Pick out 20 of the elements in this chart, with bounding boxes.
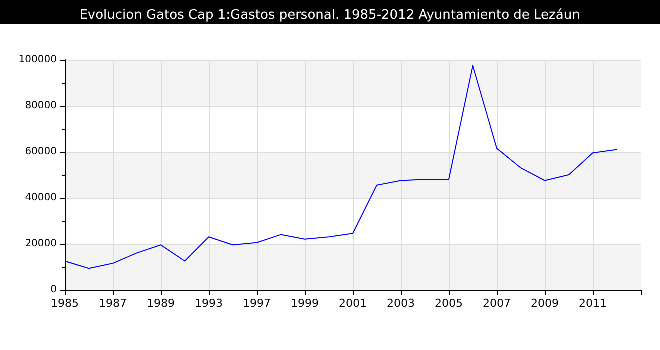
y-tick-label: 60000 [25, 146, 57, 158]
y-tick-label: 20000 [25, 238, 57, 250]
x-tick-label: 2009 [531, 297, 559, 310]
x-tick-label: 1999 [291, 297, 319, 310]
line-series [64, 65, 618, 270]
y-tick-label: 40000 [25, 192, 57, 204]
x-tick-label: 2007 [483, 297, 511, 310]
chart-title: Evolucion Gatos Cap 1:Gastos personal. 1985-2012 Ayuntamiento de Lezáun [80, 8, 580, 23]
x-tick-label: 2005 [435, 297, 463, 310]
x-tick-label: 1985 [51, 297, 79, 310]
x-tick-label: 1987 [99, 297, 127, 310]
x-tick-label: 1993 [195, 297, 223, 310]
y-tick-label: 0 [50, 284, 57, 296]
y-tick-label: 100000 [18, 54, 57, 66]
x-tick-label: 2011 [579, 297, 607, 310]
x-tick-label: 2001 [339, 297, 367, 310]
y-tick-label: 80000 [25, 100, 57, 112]
x-tick-label: 1989 [147, 297, 175, 310]
x-tick-label: 2003 [387, 297, 415, 310]
x-tick-label: 1997 [243, 297, 271, 310]
